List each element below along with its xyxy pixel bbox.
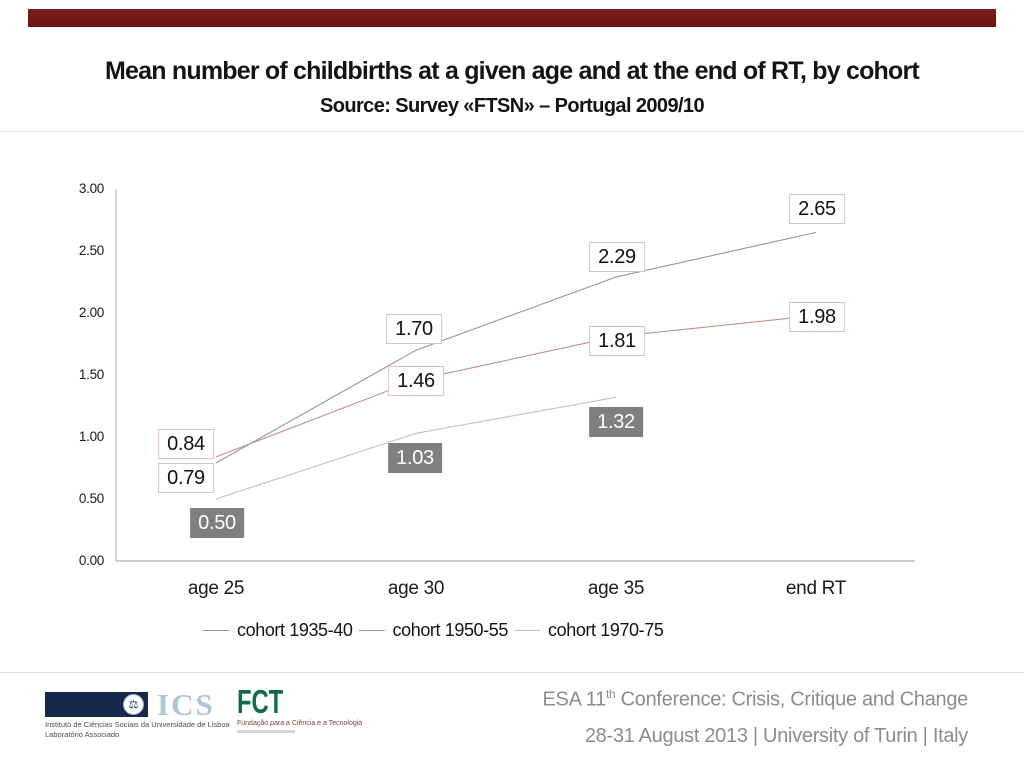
ics-caption-line2: Laboratório Associado <box>45 730 120 739</box>
legend-line-swatch <box>358 630 385 631</box>
conference-title-line: ESA 11th Conference: Crisis, Critique an… <box>348 687 969 712</box>
fct-logo: FCT Fundação para a Ciência e a Tecnolog… <box>237 683 377 733</box>
y-tick-label: 2.50 <box>78 243 104 258</box>
data-label: 1.46 <box>388 365 444 396</box>
fct-logo-text: FCT <box>237 683 284 720</box>
data-label: 1.32 <box>589 407 643 438</box>
data-label: 1.70 <box>386 314 442 345</box>
ics-logo-bar: ⚖ <box>45 692 148 717</box>
x-category-label: end RT <box>785 578 847 599</box>
ics-logo: ⚖ ICS Instituto de Ciências Sociais da U… <box>45 688 355 740</box>
data-label: 1.98 <box>789 302 845 333</box>
x-category-label: age 35 <box>587 578 645 599</box>
data-label: 0.84 <box>158 428 214 459</box>
legend-label: cohort 1950-55 <box>392 620 509 640</box>
data-label: 2.29 <box>589 242 645 273</box>
legend-line-swatch <box>203 630 229 631</box>
x-category-label: age 25 <box>187 578 245 599</box>
series-line-cohort-1935-40 <box>215 231 817 464</box>
x-category-label: age 30 <box>387 578 445 599</box>
footer-divider <box>0 672 1024 673</box>
conference-info: ESA 11th Conference: Crisis, Critique an… <box>348 687 969 748</box>
y-tick-label: 0.50 <box>78 491 104 506</box>
y-tick-label: 1.00 <box>78 429 104 444</box>
ics-logo-text: ICS <box>157 687 215 722</box>
data-label: 0.50 <box>190 508 244 538</box>
data-label: 1.03 <box>388 443 442 474</box>
title-divider <box>0 131 1024 132</box>
slide-subtitle: Source: Survey «FTSN» – Portugal 2009/10 <box>320 95 705 117</box>
y-tick-label: 2.00 <box>78 305 104 320</box>
legend-item: cohort 1950-55 <box>358 620 509 641</box>
data-label: 1.81 <box>589 325 645 356</box>
legend-item: cohort 1935-40 <box>203 620 353 641</box>
y-tick-label: 1.50 <box>78 367 104 382</box>
fct-caption: Fundação para a Ciência e a Tecnologia <box>237 720 363 727</box>
conference-title-suffix: Conference: Crisis, Critique and Change <box>615 688 969 711</box>
conference-date-line: 28-31 August 2013 | University of Turin … <box>584 724 968 747</box>
top-accent-bar <box>28 9 996 27</box>
y-tick-label: 3.00 <box>78 181 104 196</box>
conference-title-prefix: ESA 11 <box>542 688 607 711</box>
legend-item: cohort 1970-75 <box>514 620 664 641</box>
legend-label: cohort 1935-40 <box>237 620 353 640</box>
fct-smallprint <box>237 730 295 733</box>
data-label: 2.65 <box>789 194 845 225</box>
ics-caption-line1: Instituto de Ciências Sociais da Univers… <box>45 720 230 729</box>
legend-label: cohort 1970-75 <box>548 620 664 640</box>
series-line-cohort-1970-75 <box>215 396 617 500</box>
y-tick-label: 0.00 <box>78 553 104 568</box>
series-line-cohort-1950-55 <box>215 314 817 458</box>
conference-title-ordinal: th <box>605 687 616 701</box>
slide-title: Mean number of childbirths at a given ag… <box>105 57 920 85</box>
ics-emblem-icon: ⚖ <box>123 694 144 715</box>
data-label: 0.79 <box>158 463 214 494</box>
chart-legend: cohort 1935-40 cohort 1950-55 cohort 1970-… <box>203 620 664 641</box>
legend-line-swatch <box>514 630 540 631</box>
